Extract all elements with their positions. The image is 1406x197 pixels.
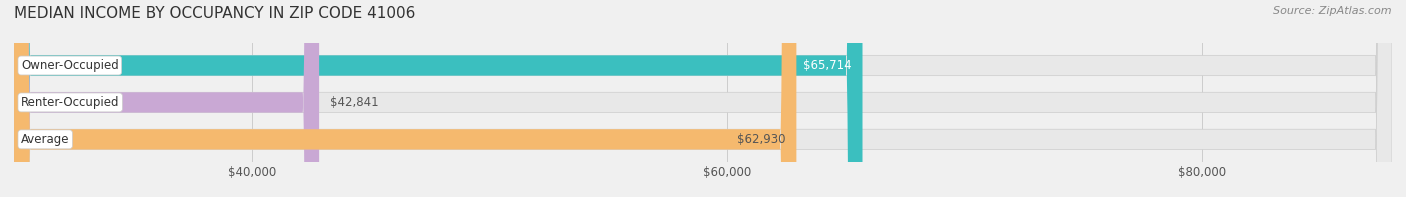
FancyBboxPatch shape <box>14 0 1392 197</box>
Text: $65,714: $65,714 <box>803 59 852 72</box>
Text: MEDIAN INCOME BY OCCUPANCY IN ZIP CODE 41006: MEDIAN INCOME BY OCCUPANCY IN ZIP CODE 4… <box>14 6 415 21</box>
Text: Renter-Occupied: Renter-Occupied <box>21 96 120 109</box>
Text: Source: ZipAtlas.com: Source: ZipAtlas.com <box>1274 6 1392 16</box>
Text: $62,930: $62,930 <box>737 133 786 146</box>
FancyBboxPatch shape <box>14 0 1392 197</box>
FancyBboxPatch shape <box>14 0 1392 197</box>
FancyBboxPatch shape <box>14 0 796 197</box>
FancyBboxPatch shape <box>14 0 319 197</box>
FancyBboxPatch shape <box>14 0 862 197</box>
Text: Owner-Occupied: Owner-Occupied <box>21 59 118 72</box>
Text: $42,841: $42,841 <box>330 96 378 109</box>
Text: Average: Average <box>21 133 69 146</box>
